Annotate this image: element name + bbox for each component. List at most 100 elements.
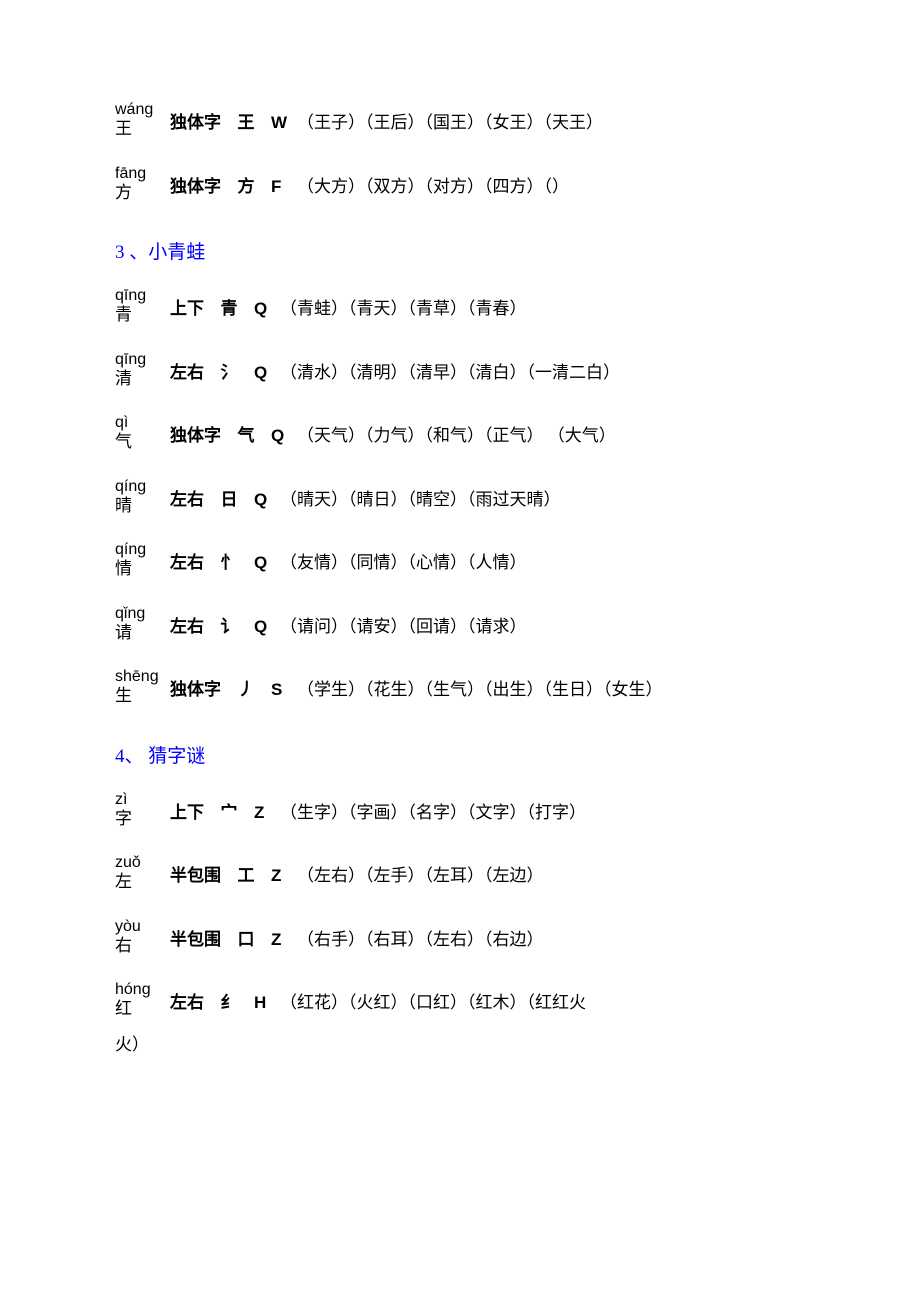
char-entry: qíng 晴 左右 日 Q （晴天）（晴日）（晴空）（雨过天晴） bbox=[115, 487, 810, 513]
structure: 上下 bbox=[170, 800, 204, 826]
pinyin: zì bbox=[115, 788, 127, 812]
letter: W bbox=[271, 110, 289, 136]
hanzi: 生 bbox=[115, 686, 132, 705]
char-entry: yòu 右 半包围 口 Z （右手）（右耳）（左右）（右边） bbox=[115, 927, 810, 953]
char-block: qǐng 请 bbox=[115, 614, 170, 640]
letter: F bbox=[271, 174, 289, 200]
words-wrap: 火） bbox=[115, 1032, 810, 1058]
hanzi: 右 bbox=[115, 936, 132, 955]
radical: 工 bbox=[235, 863, 257, 889]
hanzi: 青 bbox=[115, 305, 132, 324]
structure: 独体字 bbox=[170, 677, 221, 703]
structure: 左右 bbox=[170, 614, 204, 640]
words: （左右）（左手）（左耳）（左边） bbox=[297, 863, 544, 889]
radical: 忄 bbox=[218, 550, 240, 576]
structure: 半包围 bbox=[170, 863, 221, 889]
char-block: qíng 情 bbox=[115, 550, 170, 576]
radical: 气 bbox=[235, 423, 257, 449]
letter: Q bbox=[254, 550, 272, 576]
radical: 宀 bbox=[218, 800, 240, 826]
letter: H bbox=[254, 990, 272, 1016]
char-entry: zì 字 上下 宀 Z （生字）（字画）（名字）（文字）（打字） bbox=[115, 800, 810, 826]
char-block: zì 字 bbox=[115, 800, 170, 826]
letter: Q bbox=[271, 423, 289, 449]
words: （红花）（火红）（口红）（红木）（红红火 bbox=[280, 990, 586, 1016]
char-block: wáng 王 bbox=[115, 110, 170, 136]
structure: 左右 bbox=[170, 990, 204, 1016]
radical: 丿 bbox=[235, 677, 257, 703]
char-block: qì 气 bbox=[115, 423, 170, 449]
hanzi: 清 bbox=[115, 369, 132, 388]
radical: 口 bbox=[235, 927, 257, 953]
hanzi: 左 bbox=[115, 872, 132, 891]
structure: 独体字 bbox=[170, 423, 221, 449]
char-block: shēng 生 bbox=[115, 677, 170, 703]
char-block: fāng 方 bbox=[115, 174, 170, 200]
words: （右手）（右耳）（左右）（右边） bbox=[297, 927, 544, 953]
char-block: qíng 晴 bbox=[115, 487, 170, 513]
words: （青蛙）（青天）（青草）（青春） bbox=[280, 296, 527, 322]
char-entry: fāng 方 独体字 方 F （大方）（双方）（对方）（四方）（） bbox=[115, 174, 810, 200]
pinyin: yòu bbox=[115, 915, 141, 939]
hanzi: 字 bbox=[115, 809, 132, 828]
hanzi: 方 bbox=[115, 183, 132, 202]
words: （清水）（清明）（清早）（清白）（一清二白） bbox=[280, 360, 620, 386]
letter: Q bbox=[254, 487, 272, 513]
char-entry: qì 气 独体字 气 Q （天气）（力气）（和气）（正气） （大气） bbox=[115, 423, 810, 449]
char-entry: hóng 红 左右 纟 H （红花）（火红）（口红）（红木）（红红火 火） bbox=[115, 990, 810, 1057]
char-entry: qíng 情 左右 忄 Q （友情）（同情）（心情）（人情） bbox=[115, 550, 810, 576]
hanzi: 红 bbox=[115, 999, 132, 1018]
pinyin: qīng bbox=[115, 348, 146, 372]
structure: 半包围 bbox=[170, 927, 221, 953]
section-title: 3 、小青蛙 bbox=[115, 237, 810, 264]
pinyin: fāng bbox=[115, 162, 146, 186]
hanzi: 请 bbox=[115, 623, 132, 642]
char-entry: zuǒ 左 半包围 工 Z （左右）（左手）（左耳）（左边） bbox=[115, 863, 810, 889]
structure: 上下 bbox=[170, 296, 204, 322]
char-block: qīng 清 bbox=[115, 360, 170, 386]
words: （友情）（同情）（心情）（人情） bbox=[280, 550, 527, 576]
words: （学生）（花生）（生气）（出生）（生日）（女生） bbox=[297, 677, 663, 703]
structure: 左右 bbox=[170, 487, 204, 513]
radical: 日 bbox=[218, 487, 240, 513]
radical: 方 bbox=[235, 174, 257, 200]
words: （晴天）（晴日）（晴空）（雨过天晴） bbox=[280, 487, 561, 513]
char-entry: qīng 青 上下 青 Q （青蛙）（青天）（青草）（青春） bbox=[115, 296, 810, 322]
letter: Q bbox=[254, 360, 272, 386]
pinyin: qǐng bbox=[115, 602, 145, 626]
structure: 独体字 bbox=[170, 174, 221, 200]
words: （王子）（王后）（国王）（女王）（天王） bbox=[297, 110, 603, 136]
radical: 讠 bbox=[218, 614, 240, 640]
char-entry: qīng 清 左右 氵 Q （清水）（清明）（清早）（清白）（一清二白） bbox=[115, 360, 810, 386]
radical: 青 bbox=[218, 296, 240, 322]
letter: Q bbox=[254, 614, 272, 640]
radical: 纟 bbox=[218, 990, 240, 1016]
document-page: wáng 王 独体字 王 W （王子）（王后）（国王）（女王）（天王） fāng… bbox=[0, 0, 920, 1155]
char-block: zuǒ 左 bbox=[115, 863, 170, 889]
char-entry: wáng 王 独体字 王 W （王子）（王后）（国王）（女王）（天王） bbox=[115, 110, 810, 136]
letter: Q bbox=[254, 296, 272, 322]
hanzi: 情 bbox=[115, 559, 132, 578]
structure: 左右 bbox=[170, 360, 204, 386]
letter: Z bbox=[271, 927, 289, 953]
section-title: 4、 猜字谜 bbox=[115, 741, 810, 768]
words: （天气）（力气）（和气）（正气） （大气） bbox=[297, 423, 616, 449]
hanzi: 气 bbox=[115, 432, 132, 451]
words: （请问）（请安）（回请）（请求） bbox=[280, 614, 527, 640]
char-block: yòu 右 bbox=[115, 927, 170, 953]
words: （大方）（双方）（对方）（四方）（） bbox=[297, 174, 569, 200]
hanzi: 王 bbox=[115, 119, 132, 138]
char-block: hóng 红 bbox=[115, 990, 170, 1016]
radical: 王 bbox=[235, 110, 257, 136]
structure: 左右 bbox=[170, 550, 204, 576]
structure: 独体字 bbox=[170, 110, 221, 136]
hanzi: 晴 bbox=[115, 496, 132, 515]
pinyin: qíng bbox=[115, 475, 146, 499]
letter: S bbox=[271, 677, 289, 703]
char-block: qīng 青 bbox=[115, 296, 170, 322]
char-entry: qǐng 请 左右 讠 Q （请问）（请安）（回请）（请求） bbox=[115, 614, 810, 640]
words: （生字）（字画）（名字）（文字）（打字） bbox=[280, 800, 586, 826]
letter: Z bbox=[254, 800, 272, 826]
radical: 氵 bbox=[218, 360, 240, 386]
char-entry: shēng 生 独体字 丿 S （学生）（花生）（生气）（出生）（生日）（女生） bbox=[115, 677, 810, 703]
